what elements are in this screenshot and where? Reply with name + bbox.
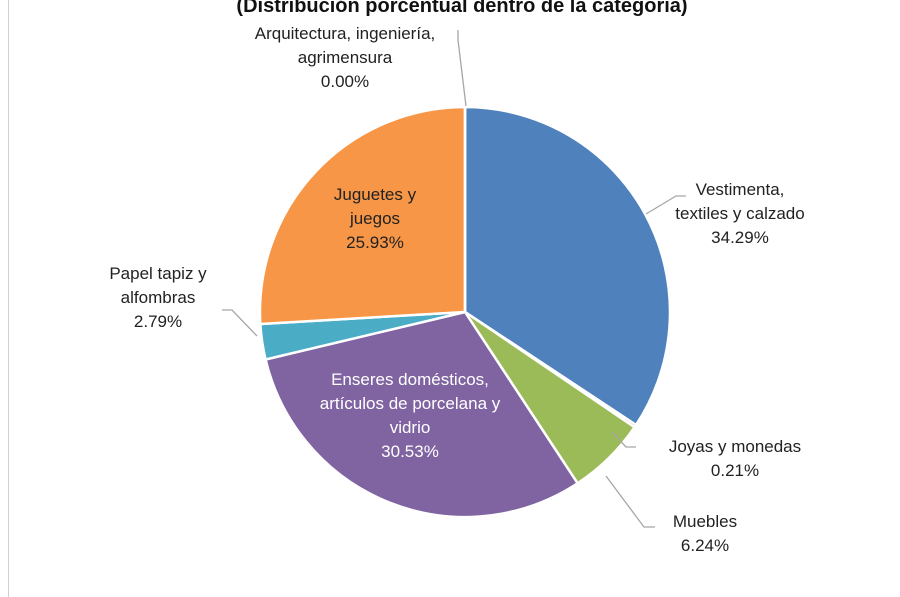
value-label: 0.00%: [320, 72, 370, 91]
value-label: 25.93%: [346, 233, 404, 252]
leader-line: [605, 475, 655, 528]
value-label: 2.79%: [133, 312, 183, 331]
leader-line: [611, 431, 636, 448]
category-label: Muebles: [672, 512, 738, 531]
category-label: Papel tapiz y alfombras: [109, 264, 207, 307]
leader-line: [457, 30, 467, 107]
pie-slice: [258, 105, 467, 326]
category-label: Vestimenta, textiles y calzado: [675, 180, 805, 223]
data-label: Vestimenta, textiles y calzado 34.29%: [675, 178, 805, 250]
category-label: Joyas y monedas: [668, 437, 802, 456]
data-label: Enseres domésticos, artículos de porcela…: [305, 368, 515, 464]
pie-slice: [264, 310, 580, 519]
value-label: 6.24%: [680, 536, 730, 555]
leader-line: [645, 195, 686, 215]
value-label: 34.29%: [711, 228, 769, 247]
data-label: Papel tapiz y alfombras 2.79%: [88, 262, 228, 334]
data-label: Muebles 6.24%: [655, 510, 755, 558]
value-label: 0.21%: [710, 461, 760, 480]
data-label: Joyas y monedas 0.21%: [635, 435, 835, 483]
chart-frame: [8, 0, 9, 597]
category-label: Juguetes y juegos: [333, 185, 417, 228]
leader-line: [222, 309, 258, 337]
category-label: Arquitectura, ingeniería, agrimensura: [254, 24, 436, 67]
category-label: Enseres domésticos, artículos de porcela…: [319, 370, 501, 437]
chart-title: (Distribución porcentual dentro de la ca…: [236, 0, 687, 17]
value-label: 30.53%: [381, 442, 439, 461]
leader-lines: [222, 30, 686, 528]
data-label: Juguetes y juegos 25.93%: [315, 183, 435, 255]
data-label: Arquitectura, ingeniería, agrimensura 0.0…: [210, 22, 480, 94]
